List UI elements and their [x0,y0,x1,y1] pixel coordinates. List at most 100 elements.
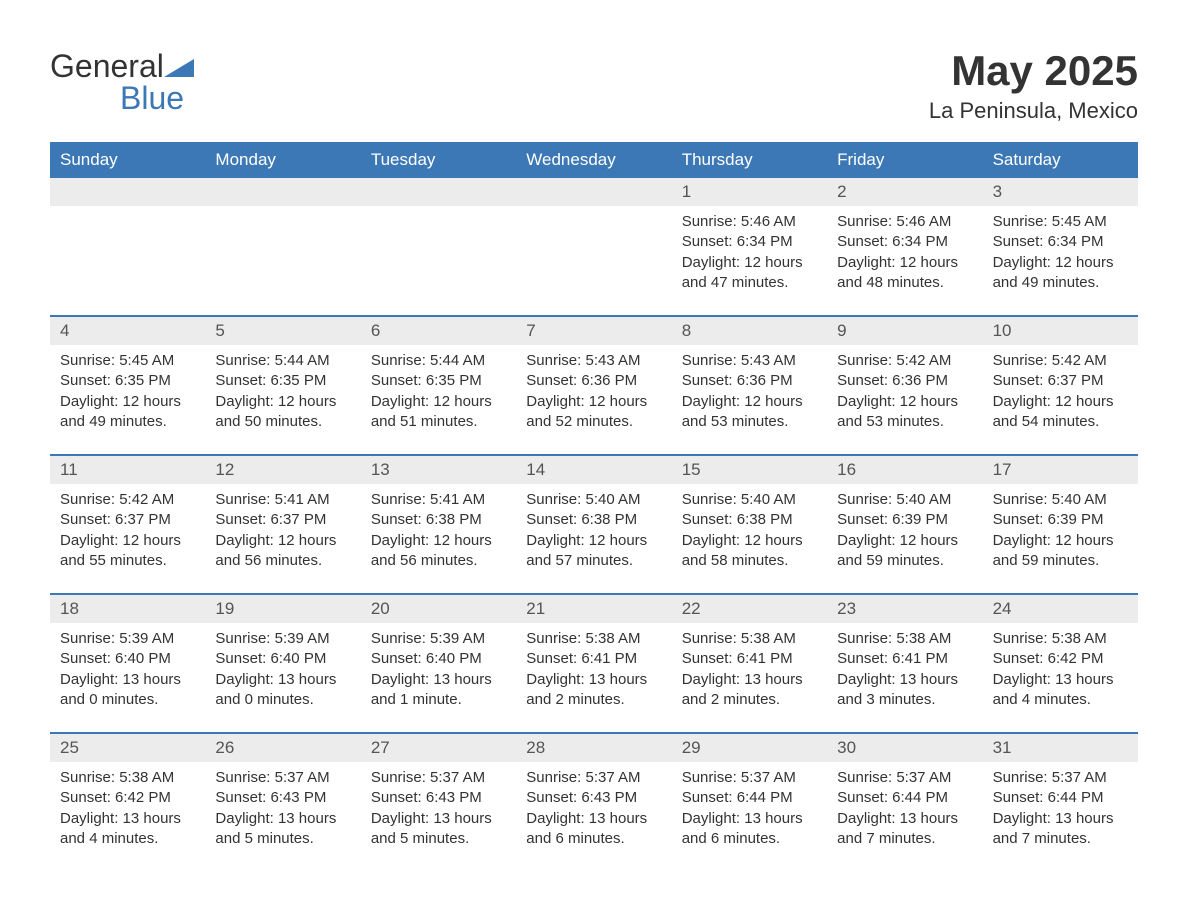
day-number: 14 [516,456,671,484]
sunset-line: Sunset: 6:41 PM [837,649,972,669]
day-number: 11 [50,456,205,484]
day-number: 5 [205,317,360,345]
sunrise-line: Sunrise: 5:40 AM [837,490,972,510]
sunset-line: Sunset: 6:39 PM [837,510,972,530]
sunset-line: Sunset: 6:43 PM [371,788,506,808]
day-number [205,178,360,206]
daylight-line: Daylight: 12 hours and 51 minutes. [371,392,506,433]
sunrise-line: Sunrise: 5:38 AM [993,629,1128,649]
day-header-friday: Friday [827,142,982,178]
sunrise-line: Sunrise: 5:39 AM [215,629,350,649]
day-header-saturday: Saturday [983,142,1138,178]
sunrise-line: Sunrise: 5:43 AM [526,351,661,371]
sunset-line: Sunset: 6:44 PM [837,788,972,808]
sunrise-line: Sunrise: 5:42 AM [837,351,972,371]
day-cell: Sunrise: 5:41 AMSunset: 6:37 PMDaylight:… [205,484,360,581]
day-cell: Sunrise: 5:43 AMSunset: 6:36 PMDaylight:… [516,345,671,442]
day-number-row: 25262728293031 [50,734,1138,762]
day-number: 29 [672,734,827,762]
logo-triangle-icon [164,59,194,77]
day-header-sunday: Sunday [50,142,205,178]
sunset-line: Sunset: 6:37 PM [215,510,350,530]
daylight-line: Daylight: 13 hours and 0 minutes. [215,670,350,711]
day-cell: Sunrise: 5:40 AMSunset: 6:39 PMDaylight:… [983,484,1138,581]
day-number: 17 [983,456,1138,484]
day-header-thursday: Thursday [672,142,827,178]
day-cell: Sunrise: 5:46 AMSunset: 6:34 PMDaylight:… [827,206,982,303]
sunrise-line: Sunrise: 5:39 AM [371,629,506,649]
daylight-line: Daylight: 13 hours and 4 minutes. [993,670,1128,711]
sunrise-line: Sunrise: 5:38 AM [60,768,195,788]
daylight-line: Daylight: 12 hours and 56 minutes. [215,531,350,572]
day-cell: Sunrise: 5:40 AMSunset: 6:38 PMDaylight:… [672,484,827,581]
day-number: 10 [983,317,1138,345]
sunset-line: Sunset: 6:36 PM [837,371,972,391]
day-header-wednesday: Wednesday [516,142,671,178]
sunset-line: Sunset: 6:40 PM [215,649,350,669]
day-number: 22 [672,595,827,623]
week-block: 18192021222324Sunrise: 5:39 AMSunset: 6:… [50,593,1138,720]
sunset-line: Sunset: 6:36 PM [682,371,817,391]
day-number: 23 [827,595,982,623]
day-cell [205,206,360,303]
day-cell: Sunrise: 5:37 AMSunset: 6:43 PMDaylight:… [516,762,671,859]
daylight-line: Daylight: 12 hours and 52 minutes. [526,392,661,433]
daylight-line: Daylight: 12 hours and 48 minutes. [837,253,972,294]
sunset-line: Sunset: 6:34 PM [837,232,972,252]
sunset-line: Sunset: 6:38 PM [526,510,661,530]
daylight-line: Daylight: 12 hours and 49 minutes. [60,392,195,433]
sunrise-line: Sunrise: 5:40 AM [682,490,817,510]
day-cell: Sunrise: 5:45 AMSunset: 6:35 PMDaylight:… [50,345,205,442]
day-number: 24 [983,595,1138,623]
daylight-line: Daylight: 13 hours and 4 minutes. [60,809,195,850]
daylight-line: Daylight: 12 hours and 59 minutes. [837,531,972,572]
sunset-line: Sunset: 6:44 PM [682,788,817,808]
sunset-line: Sunset: 6:35 PM [215,371,350,391]
sunset-line: Sunset: 6:37 PM [993,371,1128,391]
calendar-header-row: Sunday Monday Tuesday Wednesday Thursday… [50,142,1138,178]
day-number-row: 45678910 [50,317,1138,345]
weeks-container: 123Sunrise: 5:46 AMSunset: 6:34 PMDaylig… [50,178,1138,859]
day-body-row: Sunrise: 5:46 AM Sunset: 6:34 PMDaylight:… [50,206,1138,303]
day-cell: Sunrise: 5:39 AMSunset: 6:40 PMDaylight:… [361,623,516,720]
day-body-row: Sunrise: 5:39 AMSunset: 6:40 PMDaylight:… [50,623,1138,720]
day-cell: Sunrise: 5:38 AMSunset: 6:42 PMDaylight:… [50,762,205,859]
sunset-line: Sunset: 6:41 PM [526,649,661,669]
sunset-line: Sunset: 6:40 PM [371,649,506,669]
day-number-row: 123 [50,178,1138,206]
day-number: 1 [672,178,827,206]
title-block: May 2025 La Peninsula, Mexico [929,50,1138,124]
sunrise-line: Sunrise: 5:46 AM [682,212,817,232]
day-cell: Sunrise: 5:38 AMSunset: 6:42 PMDaylight:… [983,623,1138,720]
logo-text: General Blue [50,50,194,114]
day-number: 26 [205,734,360,762]
day-cell: Sunrise: 5:37 AMSunset: 6:44 PMDaylight:… [672,762,827,859]
daylight-line: Daylight: 13 hours and 6 minutes. [526,809,661,850]
daylight-line: Daylight: 13 hours and 6 minutes. [682,809,817,850]
sunrise-line: Sunrise: 5:44 AM [215,351,350,371]
day-cell: Sunrise: 5:44 AMSunset: 6:35 PMDaylight:… [361,345,516,442]
day-number [50,178,205,206]
day-cell: Sunrise: 5:42 AMSunset: 6:37 PMDaylight:… [50,484,205,581]
day-cell: Sunrise: 5:38 AMSunset: 6:41 PMDaylight:… [672,623,827,720]
daylight-line: Daylight: 13 hours and 7 minutes. [837,809,972,850]
sunrise-line: Sunrise: 5:45 AM [993,212,1128,232]
sunset-line: Sunset: 6:42 PM [993,649,1128,669]
sunrise-line: Sunrise: 5:40 AM [526,490,661,510]
sunrise-line: Sunrise: 5:37 AM [993,768,1128,788]
daylight-line: Daylight: 13 hours and 2 minutes. [526,670,661,711]
day-body-row: Sunrise: 5:45 AMSunset: 6:35 PMDaylight:… [50,345,1138,442]
sunrise-line: Sunrise: 5:38 AM [682,629,817,649]
page-title: May 2025 [929,50,1138,92]
sunset-line: Sunset: 6:35 PM [60,371,195,391]
daylight-line: Daylight: 13 hours and 2 minutes. [682,670,817,711]
page-subtitle: La Peninsula, Mexico [929,98,1138,124]
daylight-line: Daylight: 13 hours and 3 minutes. [837,670,972,711]
day-cell: Sunrise: 5:39 AMSunset: 6:40 PMDaylight:… [205,623,360,720]
day-cell: Sunrise: 5:42 AMSunset: 6:37 PMDaylight:… [983,345,1138,442]
day-cell: Sunrise: 5:38 AMSunset: 6:41 PMDaylight:… [516,623,671,720]
daylight-line: Daylight: 12 hours and 55 minutes. [60,531,195,572]
sunset-line: Sunset: 6:41 PM [682,649,817,669]
day-cell: Sunrise: 5:38 AMSunset: 6:41 PMDaylight:… [827,623,982,720]
day-number: 30 [827,734,982,762]
